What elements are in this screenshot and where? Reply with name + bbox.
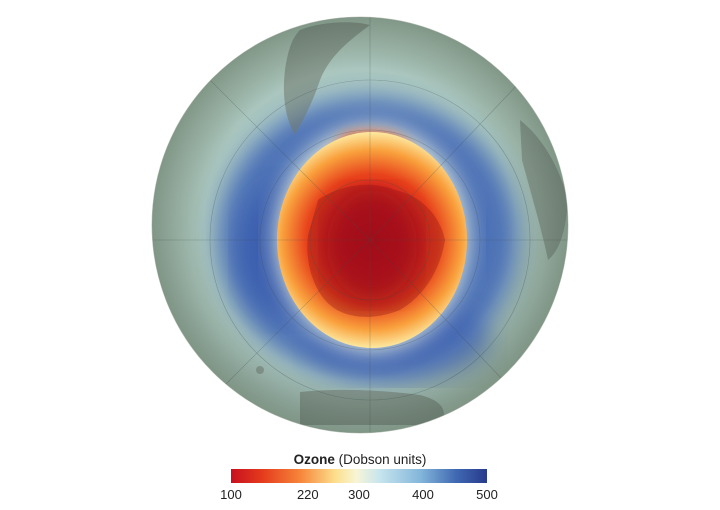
ozone-legend: Ozone (Dobson units) 100 220 300 400 500: [0, 452, 720, 510]
legend-title-units: (Dobson units): [338, 452, 427, 467]
legend-title-bold: Ozone: [293, 452, 335, 467]
legend-tick-500: 500: [476, 487, 498, 502]
legend-color-bar: [231, 469, 487, 483]
legend-tick-400: 400: [412, 487, 434, 502]
legend-title: Ozone (Dobson units): [0, 452, 720, 467]
ozone-globe-map: [151, 16, 569, 434]
legend-tick-300: 300: [348, 487, 370, 502]
globe-disk: [152, 17, 568, 433]
legend-tick-220: 220: [296, 487, 319, 502]
legend-tick-100: 100: [220, 487, 242, 502]
